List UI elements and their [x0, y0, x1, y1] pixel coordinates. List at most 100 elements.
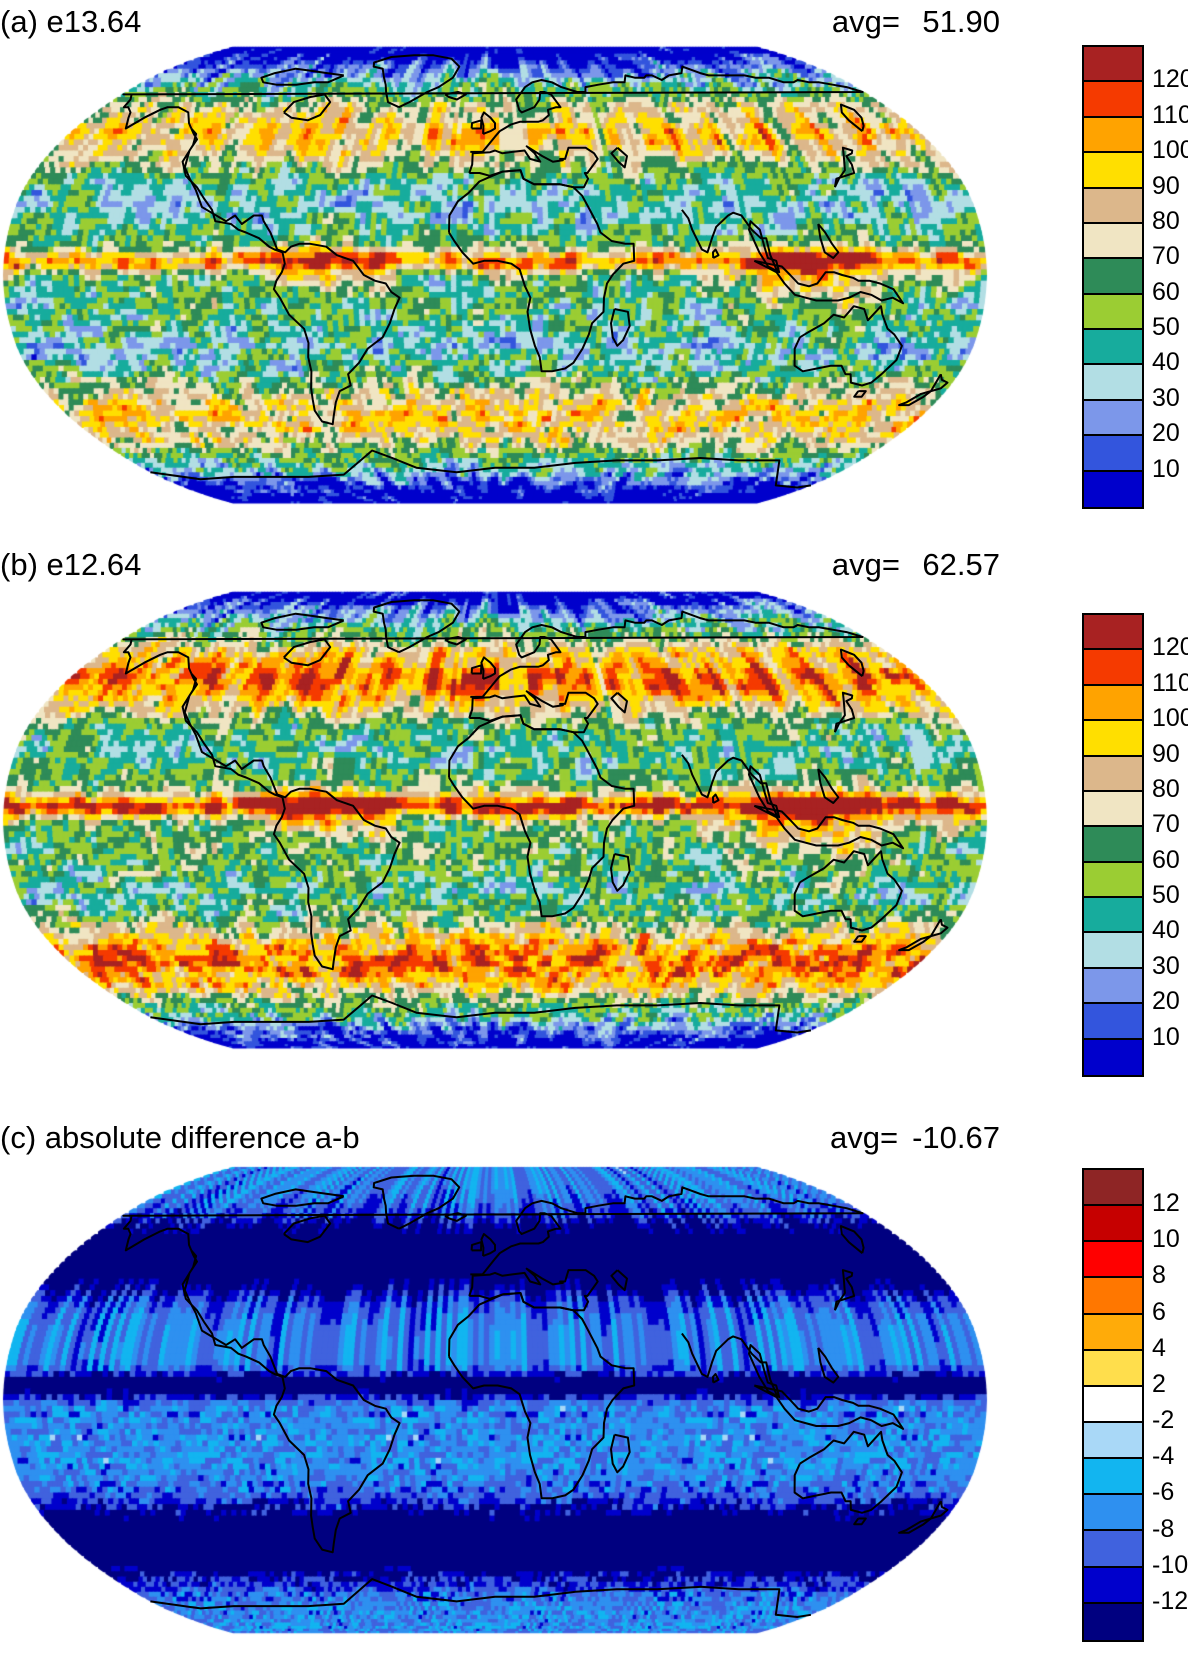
colorbar-segment	[1084, 47, 1142, 83]
map-data-layer	[0, 580, 990, 1060]
colorbar-segment	[1084, 1242, 1142, 1279]
colorbar-tick-label: 50	[1152, 881, 1180, 910]
colorbar-tick-label: 80	[1152, 206, 1180, 235]
colorbar-tick-label: 40	[1152, 916, 1180, 945]
colorbar-tick-label: 20	[1152, 419, 1180, 448]
panel-b: (b) e12.64 avg= 62.57 120 110 100 90 80 70 60 5…	[0, 525, 1188, 1100]
colorbar-tick-label: 10	[1152, 1225, 1180, 1254]
panel-a-avg-value: 51.90	[922, 4, 1000, 39]
colorbar-tick-label: 120	[1152, 65, 1188, 94]
colorbar-segment	[1084, 1004, 1142, 1040]
colorbar-tick-label: 4	[1152, 1333, 1166, 1362]
colorbar-segment	[1084, 223, 1142, 260]
colorbar-tick-label: -8	[1152, 1514, 1175, 1543]
panel-b-colorbar	[1082, 613, 1144, 1077]
colorbar-tick-label: 110	[1152, 100, 1188, 129]
colorbar-segment	[1084, 1350, 1142, 1387]
panel-b-title-row: (b) e12.64 avg= 62.57	[0, 547, 1000, 587]
colorbar-tick-label: 60	[1152, 845, 1180, 874]
panel-b-avg-value: 62.57	[922, 547, 1000, 582]
colorbar-tick-label: 6	[1152, 1297, 1166, 1326]
colorbar-segment	[1084, 650, 1142, 686]
colorbar-segment	[1084, 721, 1142, 757]
panel-a: (a) e13.64 avg= 51.90 120 110 100 90 80 70 60 5…	[0, 0, 1188, 525]
panel-b-avg-label: avg=	[831, 547, 900, 582]
colorbar-segment	[1084, 1531, 1142, 1568]
panel-c-colorbar-labels: 12 10 8 6 4 2 -2 -4 -6 -8 -10 -12	[1152, 1168, 1188, 1638]
colorbar-tick-label: 110	[1152, 668, 1188, 697]
colorbar-segment	[1084, 365, 1142, 401]
panel-a-colorbar	[1082, 45, 1144, 509]
colorbar-segment	[1084, 1422, 1142, 1460]
panel-c-avg-label: avg=	[830, 1120, 899, 1155]
colorbar-segment	[1084, 1039, 1142, 1075]
colorbar-segment	[1084, 615, 1142, 651]
colorbar-segment	[1084, 1314, 1142, 1351]
panel-c-title: (c) absolute difference a-b	[0, 1120, 360, 1155]
colorbar-tick-label: -4	[1152, 1442, 1175, 1471]
colorbar-segment	[1084, 436, 1142, 472]
panel-b-title: (b) e12.64	[0, 547, 142, 582]
colorbar-tick-label: -6	[1152, 1478, 1175, 1507]
colorbar-tick-label: 100	[1152, 704, 1188, 733]
panel-a-title-row: (a) e13.64 avg= 51.90	[0, 4, 1000, 44]
colorbar-segment	[1084, 1170, 1142, 1207]
colorbar-tick-label: 100	[1152, 136, 1188, 165]
colorbar-segment	[1084, 1459, 1142, 1496]
colorbar-segment	[1084, 1567, 1142, 1604]
colorbar-tick-label: 12	[1152, 1189, 1180, 1218]
colorbar-tick-label: 10	[1152, 454, 1180, 483]
panel-c-map	[0, 1155, 990, 1645]
panel-c-avg-value: -10.67	[912, 1120, 1000, 1155]
colorbar-segment	[1084, 685, 1142, 722]
colorbar-tick-label: 20	[1152, 987, 1180, 1016]
panel-c-title-row: (c) absolute difference a-b avg= -10.67	[0, 1120, 1000, 1160]
colorbar-tick-label: 90	[1152, 171, 1180, 200]
colorbar-tick-label: 30	[1152, 951, 1180, 980]
colorbar-tick-label: 80	[1152, 774, 1180, 803]
colorbar-segment	[1084, 259, 1142, 295]
panel-a-map	[0, 35, 990, 515]
colorbar-tick-label: 60	[1152, 277, 1180, 306]
colorbar-segment	[1084, 1386, 1142, 1423]
colorbar-segment	[1084, 400, 1142, 437]
colorbar-segment	[1084, 968, 1142, 1005]
colorbar-segment	[1084, 756, 1142, 792]
colorbar-tick-label: 30	[1152, 383, 1180, 412]
colorbar-segment	[1084, 188, 1142, 224]
colorbar-segment	[1084, 471, 1142, 507]
colorbar-tick-label: 120	[1152, 633, 1188, 662]
colorbar-tick-label: 90	[1152, 739, 1180, 768]
panel-a-colorbar-labels: 120 110 100 90 80 70 60 50 40 30 20 10	[1152, 45, 1188, 505]
colorbar-tick-label: -2	[1152, 1406, 1175, 1435]
colorbar-segment	[1084, 1495, 1142, 1532]
panel-c: (c) absolute difference a-b avg= -10.67 …	[0, 1100, 1188, 1677]
map-data-layer	[0, 35, 990, 515]
colorbar-segment	[1084, 933, 1142, 969]
colorbar-tick-label: 50	[1152, 313, 1180, 342]
colorbar-tick-label: -10	[1152, 1550, 1188, 1579]
colorbar-tick-label: 10	[1152, 1022, 1180, 1051]
colorbar-tick-label: 70	[1152, 810, 1180, 839]
panel-a-title: (a) e13.64	[0, 4, 142, 39]
colorbar-tick-label: 40	[1152, 348, 1180, 377]
colorbar-segment	[1084, 294, 1142, 330]
colorbar-segment	[1084, 862, 1142, 898]
panel-c-average: avg= -10.67	[830, 1120, 1000, 1156]
colorbar-segment	[1084, 153, 1142, 189]
colorbar-segment	[1084, 1206, 1142, 1243]
panel-b-average: avg= 62.57	[832, 547, 1000, 583]
panel-b-colorbar-labels: 120 110 100 90 80 70 60 50 40 30 20 10	[1152, 613, 1188, 1073]
panel-b-map	[0, 580, 990, 1060]
colorbar-tick-label: 70	[1152, 242, 1180, 271]
colorbar-tick-label: 8	[1152, 1261, 1166, 1290]
panel-a-avg-label: avg=	[831, 4, 900, 39]
colorbar-segment	[1084, 791, 1142, 828]
colorbar-segment	[1084, 330, 1142, 366]
colorbar-segment	[1084, 117, 1142, 154]
colorbar-tick-label: -12	[1152, 1586, 1188, 1615]
panel-c-colorbar	[1082, 1168, 1144, 1642]
colorbar-segment	[1084, 82, 1142, 118]
colorbar-segment	[1084, 827, 1142, 863]
colorbar-segment	[1084, 898, 1142, 934]
